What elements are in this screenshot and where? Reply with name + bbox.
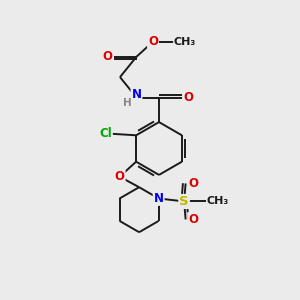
Text: H: H xyxy=(123,98,132,109)
Text: O: O xyxy=(115,170,124,183)
Text: O: O xyxy=(188,213,198,226)
Text: CH₃: CH₃ xyxy=(207,196,229,206)
Text: O: O xyxy=(188,177,198,190)
Text: Cl: Cl xyxy=(99,127,112,140)
Text: O: O xyxy=(148,35,158,48)
Text: N: N xyxy=(154,192,164,205)
Text: CH₃: CH₃ xyxy=(174,37,196,47)
Text: N: N xyxy=(131,88,142,101)
Text: O: O xyxy=(183,91,193,104)
Text: O: O xyxy=(102,50,112,63)
Text: S: S xyxy=(179,195,189,208)
